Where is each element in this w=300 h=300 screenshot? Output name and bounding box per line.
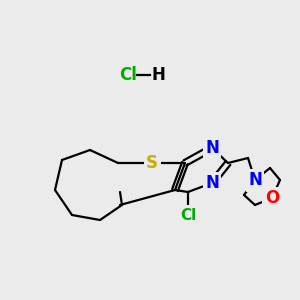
Text: N: N bbox=[248, 171, 262, 189]
Text: O: O bbox=[265, 189, 279, 207]
Text: N: N bbox=[205, 174, 219, 192]
Text: S: S bbox=[146, 154, 158, 172]
Text: Cl: Cl bbox=[119, 66, 137, 84]
Text: H: H bbox=[151, 66, 165, 84]
Text: Cl: Cl bbox=[180, 208, 196, 223]
Text: N: N bbox=[205, 139, 219, 157]
